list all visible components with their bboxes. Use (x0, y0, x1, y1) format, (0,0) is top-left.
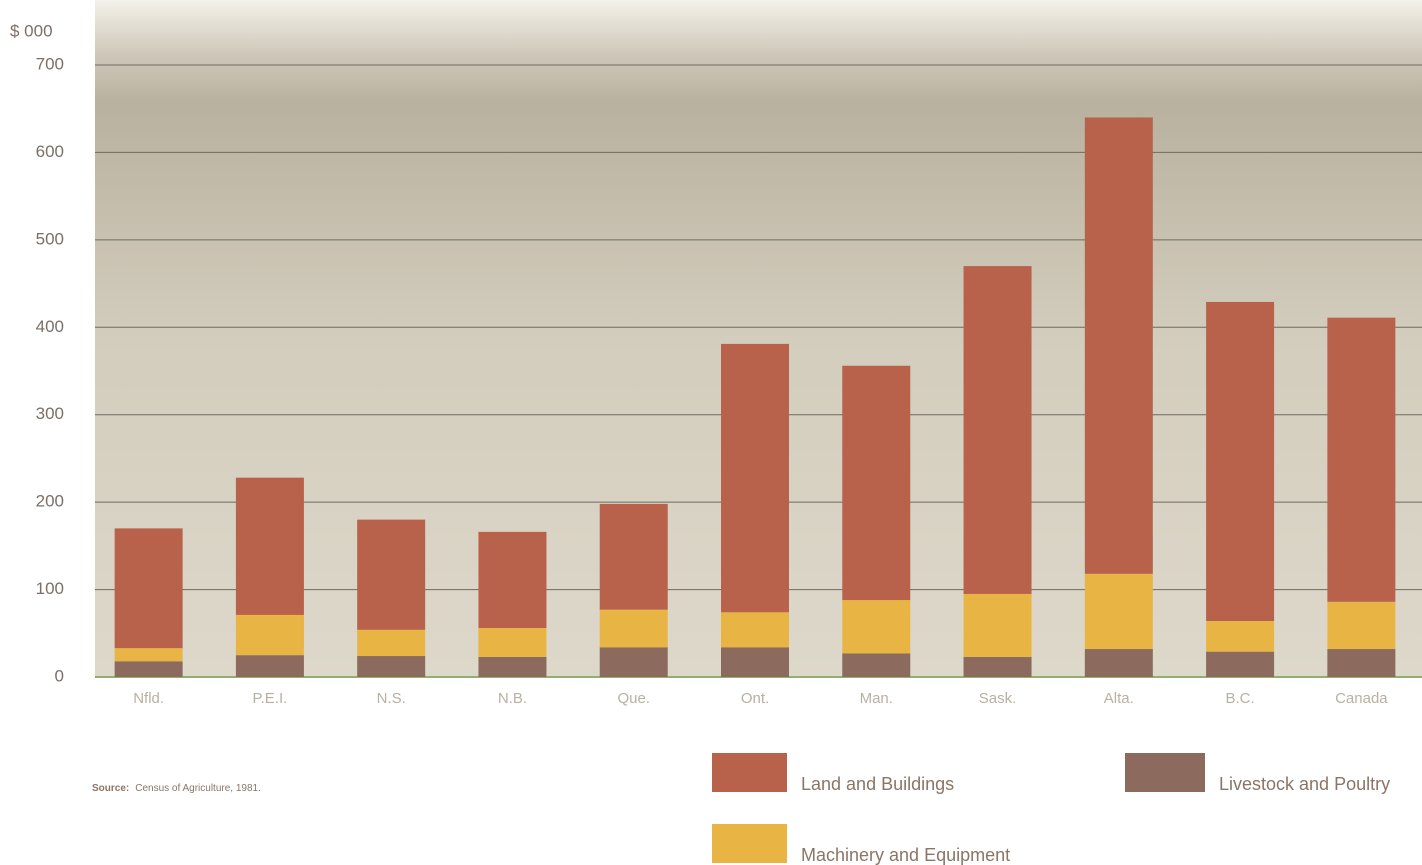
bar-segment (235, 614, 304, 656)
bar-segment (1327, 601, 1396, 650)
bar-segment (1206, 621, 1275, 652)
bar-segment (1327, 649, 1396, 677)
bar-segment (357, 656, 426, 677)
y-tick-label: 500 (36, 229, 64, 248)
bar-segment (114, 661, 183, 677)
bar-segment (842, 365, 911, 601)
x-tick-label: Alta. (1104, 690, 1134, 707)
y-tick-label: 600 (36, 142, 64, 161)
source: Source: Census of Agriculture, 1981. (92, 783, 261, 794)
source-text: Census of Agriculture, 1981. (135, 783, 261, 794)
legend-label: Machinery and Equipment (801, 845, 1010, 865)
x-tick-label: Canada (1335, 690, 1388, 707)
bar-segment (235, 477, 304, 615)
bar-segment (235, 655, 304, 677)
bar-segment (1084, 117, 1153, 574)
bar-segment (599, 647, 668, 677)
y-tick-label: 400 (36, 317, 64, 336)
bar-segment (963, 266, 1032, 594)
bar-segment (114, 648, 183, 662)
x-tick-label: B.C. (1225, 690, 1254, 707)
x-tick-label: Que. (617, 690, 650, 707)
bar-segment (478, 656, 547, 677)
y-tick-label: 300 (36, 404, 64, 423)
bar-segment (114, 528, 183, 649)
bar-segment (478, 628, 547, 657)
x-tick-label: Nfld. (133, 690, 164, 707)
bar-segment (721, 612, 789, 648)
bar-segment (842, 653, 911, 677)
bar-segment (1084, 649, 1153, 677)
bar-segment (357, 519, 426, 630)
x-tick-label: N.B. (498, 690, 527, 707)
x-tick-label: P.E.I. (253, 690, 288, 707)
bar-segment (1206, 651, 1275, 677)
y-tick-label: 0 (55, 666, 64, 685)
bar-segment (1206, 301, 1275, 622)
y-tick-label: 700 (36, 54, 64, 73)
bar-segment (478, 531, 547, 629)
legend-label: Livestock and Poultry (1219, 774, 1390, 794)
x-tick-label: Man. (860, 690, 893, 707)
legend-swatch (712, 824, 787, 863)
bar-segment (963, 656, 1032, 677)
legend-swatch (1125, 753, 1205, 792)
bar-segment (842, 600, 911, 654)
bar-segment (1084, 573, 1153, 650)
x-tick-label: Ont. (741, 690, 769, 707)
y-tick-label: 200 (36, 492, 64, 511)
bar-segment (721, 343, 789, 613)
bar-segment (1327, 317, 1396, 602)
legend-label: Land and Buildings (801, 774, 954, 794)
bar-segment (963, 593, 1032, 657)
bar-segment (357, 629, 426, 657)
legend-swatch (712, 753, 787, 792)
bar-segment (599, 609, 668, 648)
y-axis-label: $ 000 (10, 21, 53, 40)
x-tick-label: Sask. (979, 690, 1017, 707)
y-tick-label: 100 (36, 579, 64, 598)
source-label: Source: (92, 783, 129, 794)
x-tick-label: N.S. (377, 690, 406, 707)
bar-segment (721, 647, 789, 677)
bar-segment (599, 503, 668, 610)
